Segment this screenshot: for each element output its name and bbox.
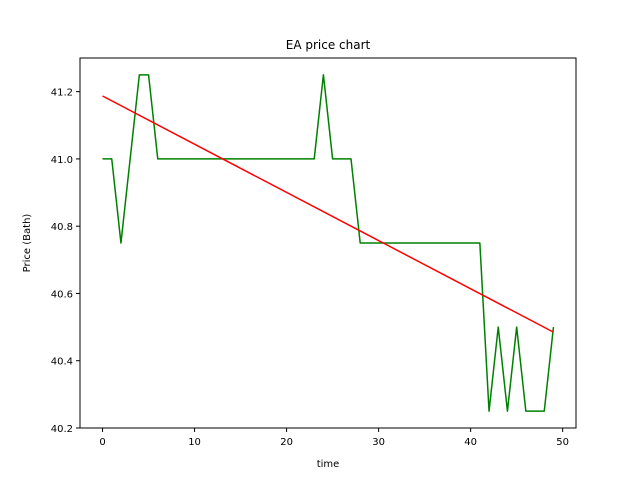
x-tick-label: 10 [188, 437, 201, 448]
x-tick-label: 20 [280, 437, 293, 448]
plot-area [102, 74, 555, 412]
y-tick-label: 40.6 [51, 289, 73, 300]
plot-frame [79, 57, 577, 429]
y-tick-label: 40.2 [51, 424, 73, 435]
y-axis-label: Price (Bath) [22, 214, 33, 273]
y-tick-label: 40.4 [51, 357, 73, 368]
y-axis: 40.2 40.4 40.6 40.8 41.0 41.2 [51, 88, 80, 435]
y-tick-label: 41.0 [51, 155, 73, 166]
y-tick-label: 40.8 [51, 222, 73, 233]
x-tick-label: 40 [464, 437, 477, 448]
x-axis: 0 10 20 30 40 50 [99, 428, 569, 448]
y-tick-label: 41.2 [51, 88, 73, 99]
chart-title: EA price chart [286, 38, 371, 52]
x-tick-label: 0 [99, 437, 105, 448]
price-series-line [102, 74, 555, 412]
trend-line [102, 95, 554, 333]
x-axis-label: time [317, 459, 340, 470]
x-tick-label: 30 [372, 437, 385, 448]
x-tick-label: 50 [556, 437, 569, 448]
